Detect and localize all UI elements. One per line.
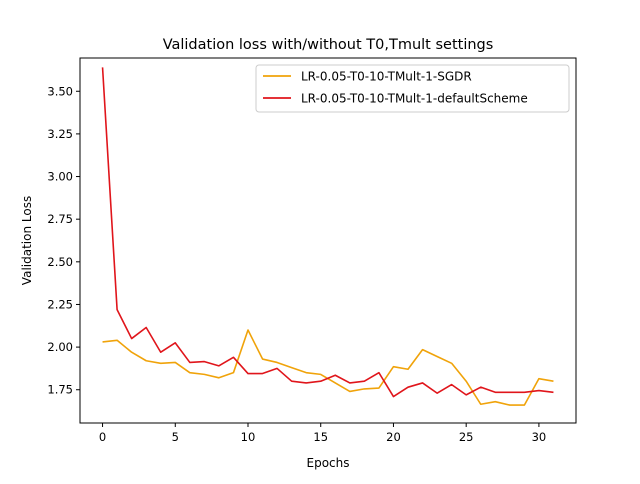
y-tick-label: 2.00 <box>47 340 73 354</box>
y-tick-label: 3.00 <box>47 170 73 184</box>
y-axis: 1.75 2.00 2.25 2.50 2.75 3.00 3.25 3.50 <box>47 84 80 397</box>
y-tick-label: 3.50 <box>47 84 73 98</box>
y-tick-label: 2.25 <box>47 297 73 311</box>
plot-area <box>101 67 554 406</box>
x-tick-label: 20 <box>386 430 401 444</box>
y-tick-label: 2.50 <box>47 255 73 269</box>
chart-title: Validation loss with/without T0,Tmult se… <box>163 37 494 53</box>
x-tick-label: 10 <box>241 430 256 444</box>
series-line-1 <box>101 67 554 398</box>
x-tick-label: 25 <box>459 430 474 444</box>
x-tick-label: 0 <box>99 430 106 444</box>
legend-box <box>255 64 570 113</box>
x-tick-label: 5 <box>172 430 179 444</box>
x-axis-label: Epochs <box>307 456 350 470</box>
x-tick-label: 15 <box>313 430 328 444</box>
x-tick-label: 30 <box>532 430 547 444</box>
y-axis-label: Validation Loss <box>20 196 34 285</box>
y-tick-label: 2.75 <box>47 212 73 226</box>
y-tick-label: 1.75 <box>47 383 73 397</box>
x-axis: 0 5 10 15 20 25 30 <box>99 423 546 444</box>
legend: LR-0.05-T0-10-TMult-1-SGDR LR-0.05-T0-10… <box>255 64 570 113</box>
legend-label-default-scheme: LR-0.05-T0-10-TMult-1-defaultScheme <box>301 92 528 106</box>
y-tick-label: 3.25 <box>47 127 73 141</box>
legend-label-sgdr: LR-0.05-T0-10-TMult-1-SGDR <box>301 70 472 84</box>
plot-frame <box>79 57 577 424</box>
series-line-0 <box>102 329 554 406</box>
